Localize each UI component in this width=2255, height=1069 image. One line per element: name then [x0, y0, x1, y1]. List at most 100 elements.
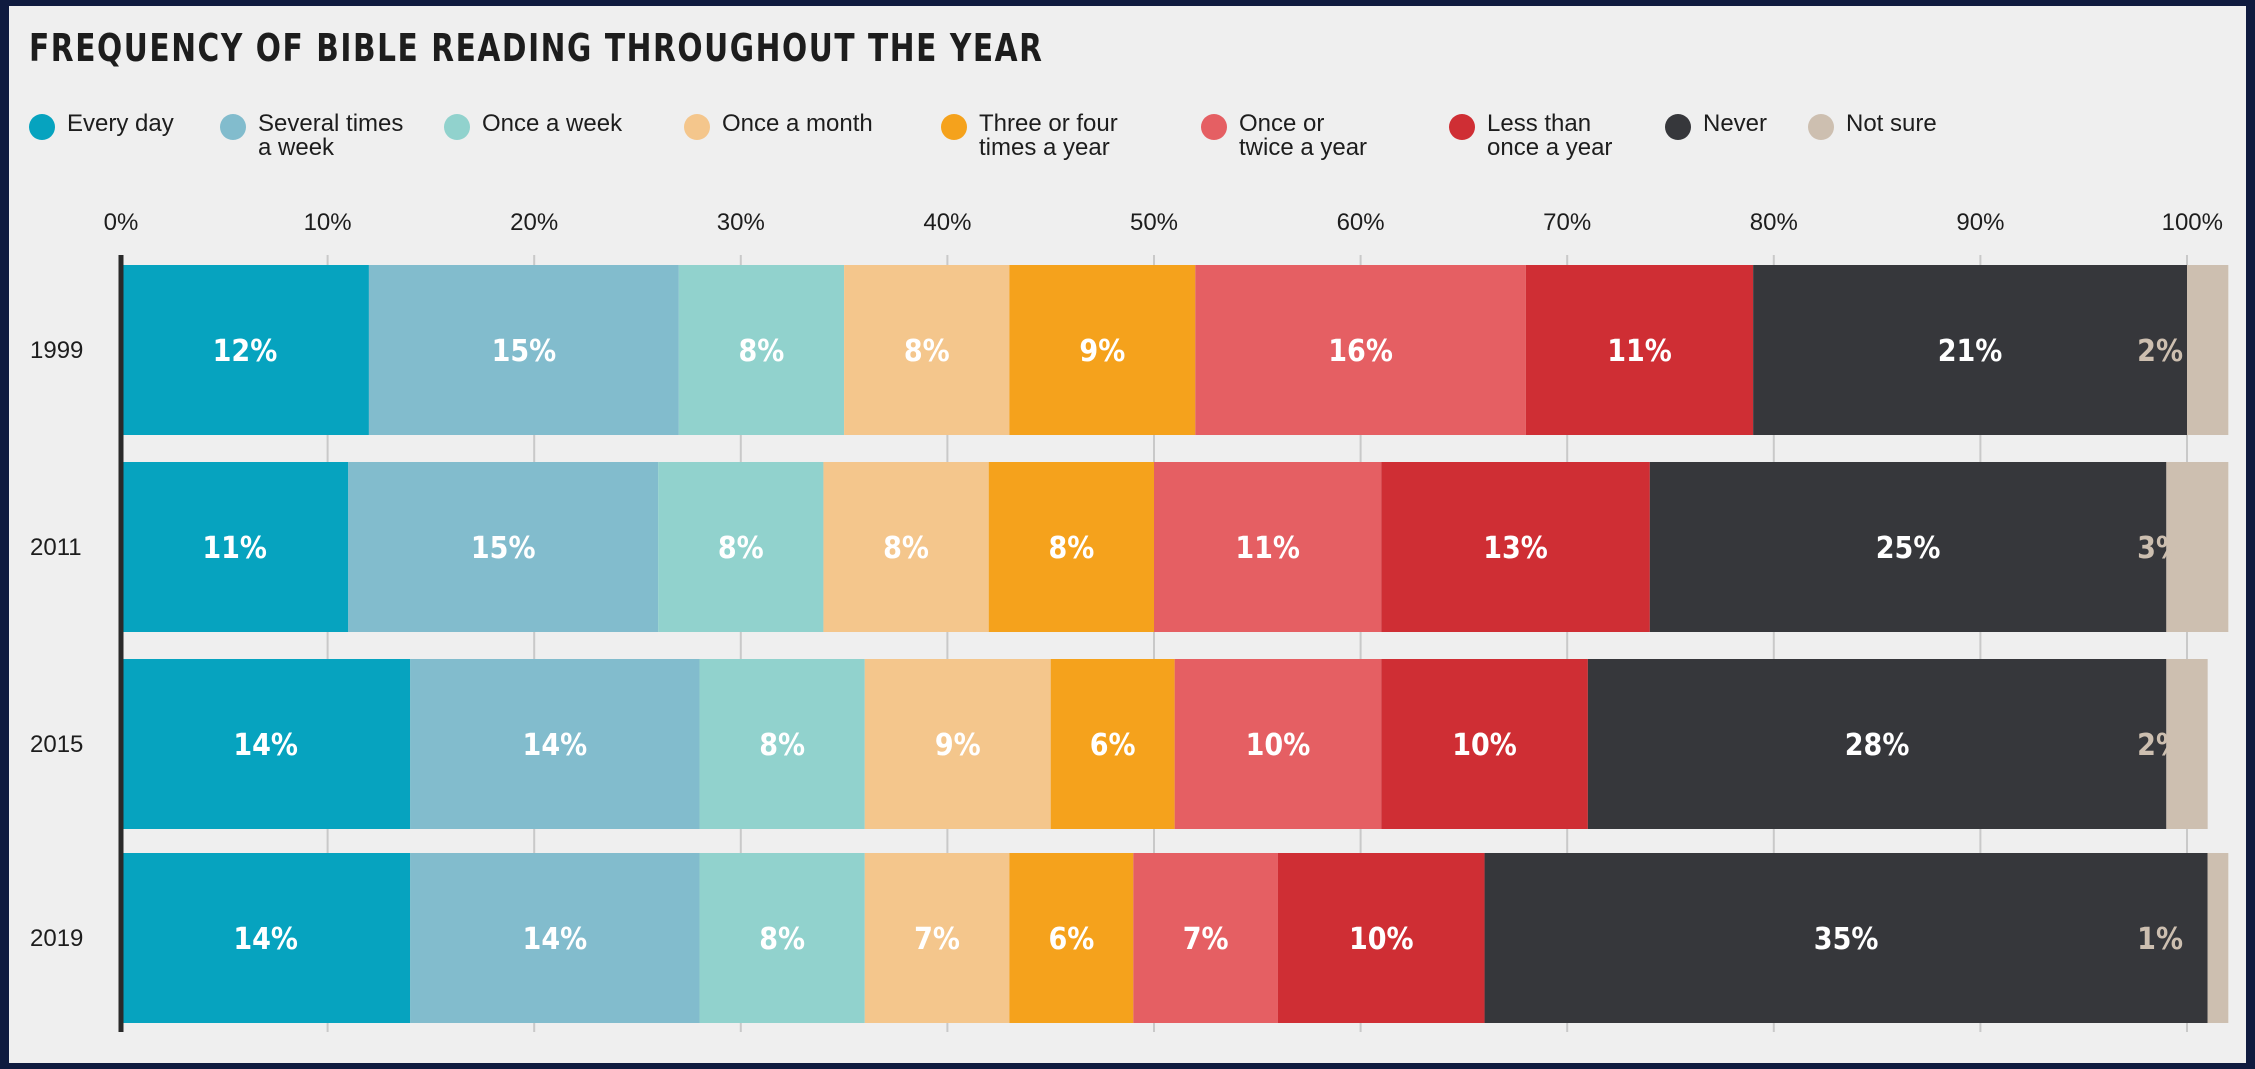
bar-segment	[658, 462, 824, 632]
legend-item: Never	[1665, 112, 1767, 140]
bar-value-label: 7%	[914, 922, 960, 957]
bar-value-label: 1%	[2137, 922, 2183, 957]
x-tick-label: 90%	[1956, 209, 2004, 236]
bar-segment	[864, 659, 1051, 829]
bar-segment	[1050, 659, 1175, 829]
bar-segment	[1154, 462, 1382, 632]
bar-value-label: 8%	[883, 531, 929, 566]
bar-value-label: 28%	[1845, 728, 1910, 763]
x-tick-label: 70%	[1543, 209, 1591, 236]
legend: Every day Several times a week Once a week…	[29, 112, 2229, 172]
x-tick-label: 60%	[1337, 209, 1385, 236]
legend-label: Three or four times a year	[979, 110, 1118, 161]
bar-segment	[1649, 462, 2167, 632]
bar-value-label: 13%	[1483, 531, 1548, 566]
legend-label: Not sure	[1846, 110, 1937, 137]
bar-segment	[864, 853, 1010, 1023]
legend-swatch	[444, 114, 470, 140]
bar-segment	[1381, 659, 1588, 829]
legend-swatch	[220, 114, 246, 140]
legend-item: Every day	[29, 112, 174, 140]
bar-value-label: 12%	[213, 334, 278, 369]
bar-value-label: 10%	[1452, 728, 1517, 763]
x-tick-label: 20%	[510, 209, 558, 236]
x-tick-label: 0%	[104, 209, 139, 236]
legend-item: Once a month	[684, 112, 873, 140]
legend-label: Once a week	[482, 110, 623, 137]
bar-value-label: 14%	[523, 922, 588, 957]
x-tick-label: 10%	[304, 209, 352, 236]
legend-item: Once or twice a year	[1201, 112, 1367, 160]
bar-value-label: 10%	[1349, 922, 1414, 957]
bar-value-label: 10%	[1246, 728, 1311, 763]
bar-segment	[1484, 853, 2208, 1023]
bar-segment	[1277, 853, 1485, 1023]
legend-item: Not sure	[1808, 112, 1937, 140]
x-tick-label: 40%	[923, 209, 971, 236]
bar-segment	[348, 462, 659, 632]
legend-item: Once a week	[444, 112, 622, 140]
category-label: 1999	[30, 337, 83, 364]
bar-segment	[121, 462, 349, 632]
bar-value-label: 7%	[1183, 922, 1229, 957]
bar-segment	[1525, 265, 1754, 435]
bar-segment	[1381, 462, 1650, 632]
legend-label: Less than once a year	[1487, 110, 1613, 161]
bar-segment	[1009, 265, 1196, 435]
category-label: 2019	[30, 925, 83, 952]
bar-segment	[844, 265, 1010, 435]
legend-label: Several times a week	[258, 110, 404, 161]
bar-segment	[699, 853, 865, 1023]
bar-segment	[410, 659, 700, 829]
bar-segment	[121, 853, 411, 1023]
bar-segment	[1009, 853, 1134, 1023]
bar-value-label: 8%	[739, 334, 785, 369]
bar-segment	[988, 462, 1154, 632]
legend-swatch	[684, 114, 710, 140]
x-tick-label: 100%	[2162, 209, 2223, 236]
bar-value-label: 14%	[523, 728, 588, 763]
bar-value-label: 8%	[759, 922, 805, 957]
legend-swatch	[1808, 114, 1834, 140]
legend-item: Less than once a year	[1449, 112, 1612, 160]
bar-segment	[2166, 659, 2208, 829]
category-label: 2015	[30, 731, 83, 758]
bar-segment	[1133, 853, 1278, 1023]
bar-value-label: 25%	[1876, 531, 1941, 566]
legend-label: Never	[1703, 110, 1768, 137]
bar-value-label: 35%	[1814, 922, 1879, 957]
bar-value-label: 6%	[1090, 728, 1136, 763]
bar-value-label: 9%	[935, 728, 981, 763]
chart-title: FREQUENCY OF BIBLE READING THROUGHOUT TH…	[29, 26, 1044, 70]
legend-swatch	[1201, 114, 1227, 140]
legend-swatch	[1449, 114, 1475, 140]
bar-value-label: 14%	[233, 922, 298, 957]
bar-value-label: 11%	[1235, 531, 1300, 566]
bar-value-label: 21%	[1938, 334, 2003, 369]
legend-swatch	[941, 114, 967, 140]
bar-segment	[410, 853, 700, 1023]
legend-label: Every day	[67, 110, 174, 137]
bar-segment	[823, 462, 989, 632]
bar-value-label: 8%	[759, 728, 805, 763]
category-label: 2011	[30, 534, 82, 561]
bar-value-label: 9%	[1079, 334, 1125, 369]
bar-segment	[678, 265, 845, 435]
bar-segment	[2166, 462, 2229, 632]
bar-value-label: 16%	[1328, 334, 1393, 369]
bar-value-label: 8%	[718, 531, 764, 566]
bar-value-label: 2%	[2137, 728, 2183, 763]
bar-value-label: 11%	[1607, 334, 1672, 369]
bar-value-label: 15%	[471, 531, 536, 566]
bar-value-label: 14%	[233, 728, 298, 763]
bar-segment	[1195, 265, 1526, 435]
bar-value-label: 8%	[1048, 531, 1094, 566]
bar-segment	[121, 265, 369, 435]
bar-segment	[699, 659, 865, 829]
legend-item: Three or four times a year	[941, 112, 1118, 160]
legend-swatch	[29, 114, 55, 140]
bar-value-label: 8%	[904, 334, 950, 369]
bar-value-label: 2%	[2137, 334, 2183, 369]
x-tick-label: 30%	[717, 209, 765, 236]
